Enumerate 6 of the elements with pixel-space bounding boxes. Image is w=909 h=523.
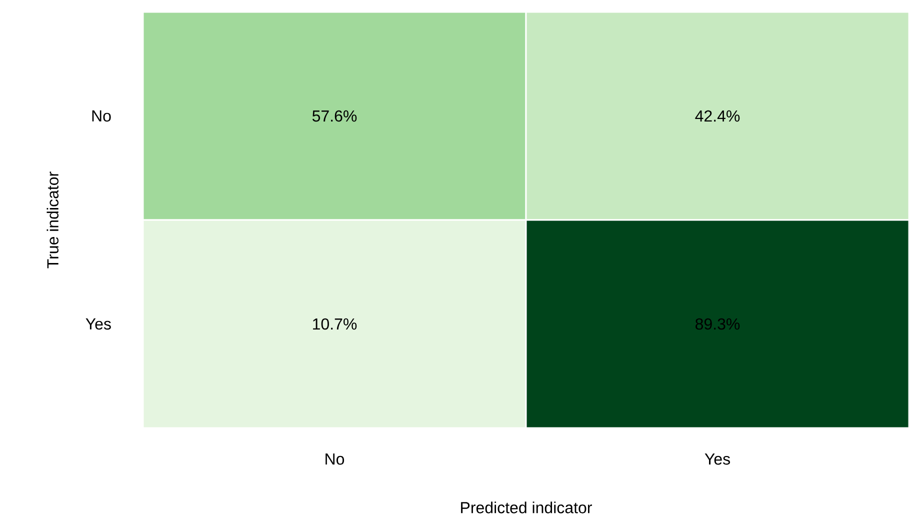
x-axis-title: Predicted indicator [461, 502, 592, 514]
data-label: 57.6% [312, 110, 357, 122]
data-label: 10.7% [313, 318, 357, 330]
data-label: 89.3% [696, 318, 740, 330]
data-label: 42.4% [695, 110, 740, 122]
y-axis-title: True indicator [46, 172, 59, 268]
